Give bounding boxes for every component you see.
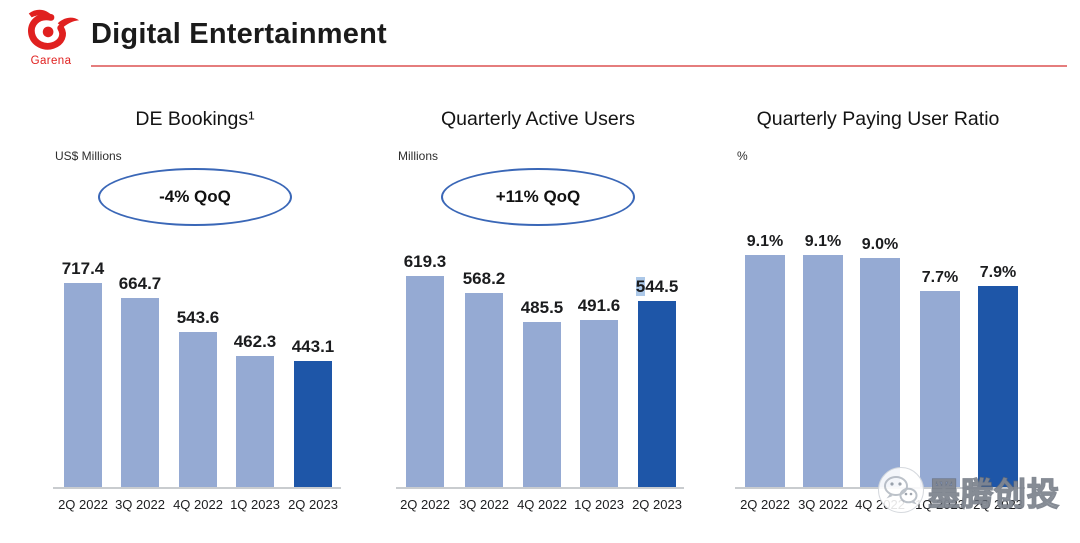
bar-value-label: 543.6: [176, 308, 220, 327]
bar-value-label: 717.4: [61, 259, 105, 278]
garena-logo: Garena: [18, 6, 84, 67]
bar-value-label: 544.5: [635, 277, 679, 296]
chart-quarterly-paying-user-ratio: Quarterly Paying User Ratio % 9.1% 2Q 202…: [727, 100, 1029, 543]
qoq-badge: +11% QoQ: [441, 168, 635, 226]
category-label: 2Q 2023: [973, 497, 1023, 512]
bar-value-label: 568.2: [462, 269, 506, 288]
bar-value-label: 9.0%: [861, 236, 899, 253]
category-label: 3Q 2022: [115, 497, 165, 512]
bar: [860, 258, 900, 487]
chart-title: Quarterly Active Users: [441, 108, 635, 130]
chart-quarterly-active-users: Quarterly Active Users Millions +11% QoQ…: [388, 100, 688, 543]
garena-logo-label: Garena: [30, 55, 72, 67]
bar: [406, 276, 444, 487]
watermark: 墨腾创投: [877, 465, 1060, 515]
bar: [745, 255, 785, 487]
qoq-badge-text: +11% QoQ: [495, 187, 581, 206]
chart-unit-label: US$ Millions: [55, 149, 122, 163]
bar-value-label: 491.6: [577, 296, 621, 315]
bar-value-label: 619.3: [403, 252, 447, 271]
bar: [294, 361, 332, 487]
bar-value-label: 485.5: [520, 298, 564, 317]
bar: [638, 301, 676, 487]
wechat-icon: [878, 467, 924, 513]
x-axis-line: [396, 487, 684, 489]
bar: [580, 320, 618, 487]
category-label: 2Q 2022: [58, 497, 108, 512]
category-label: 2Q 2022: [740, 497, 790, 512]
chart-de-bookings: DE Bookings¹ US$ Millions -4% QoQ 717.4 2…: [45, 100, 345, 543]
bar-value-label: 462.3: [233, 332, 277, 351]
chart-unit-label: %: [737, 149, 748, 163]
bar: [523, 322, 561, 487]
bar: [978, 286, 1018, 487]
category-label: 2Q 2023: [632, 497, 682, 512]
bar: [920, 291, 960, 487]
chart-title: DE Bookings¹: [135, 108, 255, 130]
bar: [179, 332, 217, 487]
bar-value-label: 7.9%: [979, 264, 1017, 281]
x-axis-line: [53, 487, 341, 489]
category-label: 3Q 2022: [798, 497, 848, 512]
category-label: 3Q 2022: [459, 497, 509, 512]
bar-value-label: 443.1: [291, 337, 335, 356]
category-label: 2Q 2023: [288, 497, 338, 512]
category-label: 2Q 2022: [400, 497, 450, 512]
chart-unit-label: Millions: [398, 149, 439, 163]
bar-value-label: 7.7%: [921, 269, 959, 286]
category-label: 1Q 2023: [230, 497, 280, 512]
qoq-badge-text: -4% QoQ: [159, 187, 231, 206]
bar-value-label: 9.1%: [746, 233, 784, 250]
bar-value-label: 9.1%: [804, 233, 842, 250]
bar: [465, 293, 503, 487]
bar: [121, 298, 159, 487]
page-title: Digital Entertainment: [91, 18, 387, 50]
category-label: 4Q 2022: [517, 497, 567, 512]
bar: [803, 255, 843, 487]
qoq-badge: -4% QoQ: [98, 168, 292, 226]
bar: [236, 356, 274, 487]
title-underline-rule: [91, 65, 1067, 67]
category-label: 1Q 2023: [915, 497, 965, 512]
category-label: 1Q 2023: [574, 497, 624, 512]
garena-dragon-icon: [28, 9, 80, 50]
watermark-text: 墨腾创投: [927, 475, 1061, 512]
chart-title: Quarterly Paying User Ratio: [756, 108, 1000, 130]
bar-value-label: 664.7: [118, 274, 162, 293]
bar: [64, 283, 102, 487]
category-label: 4Q 2022: [173, 497, 223, 512]
